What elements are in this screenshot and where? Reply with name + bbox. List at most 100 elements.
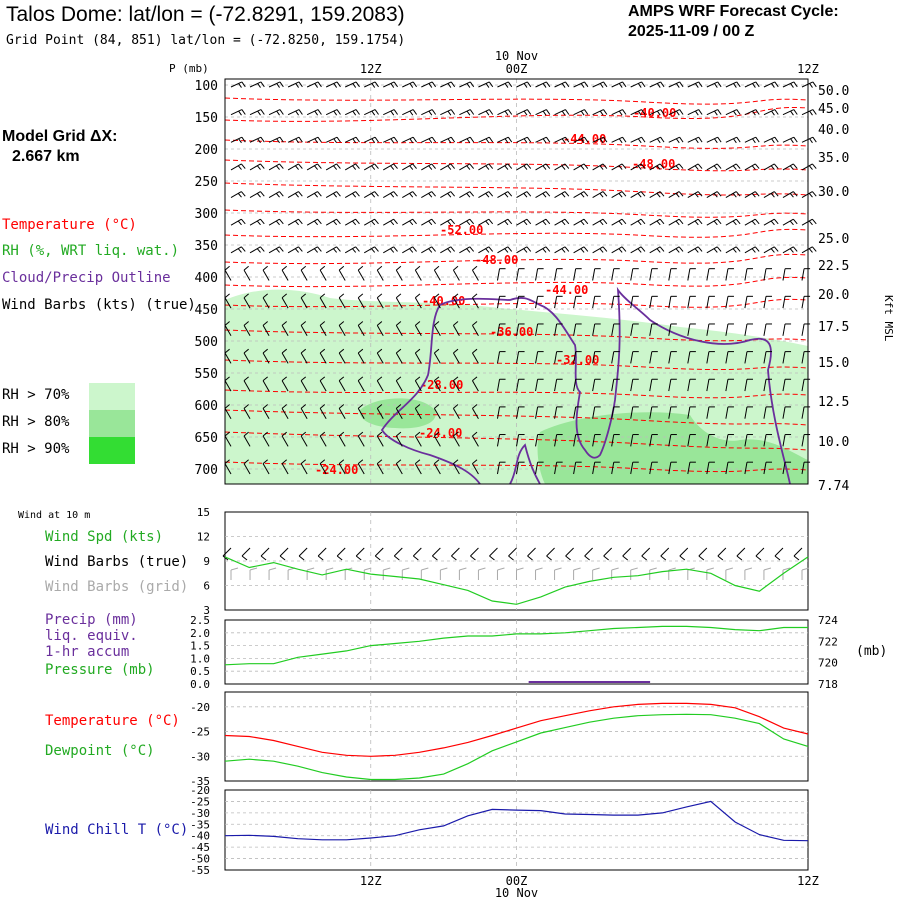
surface-wind-barb-shaft: [508, 547, 517, 557]
wind-barb-feather: [754, 191, 760, 197]
wind-barb-feather: [243, 459, 249, 464]
surface-wind-barb-feather: [260, 555, 267, 561]
wind-barb-shaft: [554, 109, 566, 116]
wind-barb-shaft: [668, 81, 680, 88]
wind-barb: [782, 109, 798, 116]
temperature-label: -36.00: [490, 325, 533, 339]
wind-barb: [478, 218, 494, 226]
wind-barb-shaft: [782, 81, 795, 88]
height-tick: 7.74: [818, 479, 849, 494]
wind-barb-shaft: [611, 191, 623, 199]
wind-barb: [414, 293, 422, 309]
wind-barb: [592, 191, 608, 199]
wind-barb-shaft: [649, 163, 661, 171]
wind-barb: [433, 376, 441, 392]
wind-barb-feather: [376, 321, 383, 326]
wind-barb-feather: [561, 110, 566, 116]
wind-barb: [319, 321, 327, 337]
temp-panel-tick: -35: [190, 775, 210, 788]
wind-barb-shaft: [687, 218, 699, 226]
wind-barb: [325, 81, 341, 88]
wind-panel-label: Wind at 10 m: [18, 510, 91, 521]
wind-barb: [535, 461, 544, 475]
wind-barb-feather: [507, 218, 513, 225]
wind-barb: [414, 265, 422, 281]
legend-wind-chill: Wind Chill T (°C): [45, 822, 189, 838]
wind-barb-shaft: [300, 269, 308, 281]
wind-barb-shaft: [611, 434, 615, 447]
wind-barb: [573, 268, 582, 281]
wind-barb-feather: [542, 83, 547, 88]
wind-barb-feather: [488, 109, 494, 115]
wind-barb-feather: [545, 218, 551, 225]
wind-barb-shaft: [414, 352, 422, 364]
wind-barb: [649, 323, 658, 336]
surface-wind-barb-feather: [717, 555, 724, 561]
grid-wind-barb: [458, 567, 467, 580]
surface-wind-barb: [279, 547, 289, 561]
wind-barb-feather: [751, 165, 756, 170]
wind-barb: [687, 351, 696, 364]
wind-barb-feather: [390, 248, 395, 253]
wind-barb-shaft: [262, 352, 270, 364]
wind-barb-feather: [466, 138, 471, 144]
wind-barb-shaft: [268, 246, 280, 254]
wind-barb-shaft: [516, 246, 528, 254]
wind-barb-feather: [466, 248, 471, 253]
wind-barb: [433, 348, 441, 364]
wind-barb-feather: [713, 193, 718, 198]
wind-barb: [414, 348, 422, 364]
wind-barb-feather: [333, 165, 338, 170]
wind-barb-shaft: [300, 297, 308, 309]
wind-barb-feather: [656, 248, 661, 253]
wind-barb-feather: [618, 110, 623, 116]
surface-wind-barb-shaft: [774, 547, 784, 557]
wind-barb: [414, 376, 422, 392]
wind-barb-shaft: [496, 462, 501, 475]
wind-barb-shaft: [224, 352, 232, 364]
wind-barb-shaft: [395, 435, 403, 447]
date-label-top: 10 Nov: [495, 49, 538, 63]
wind-barb-shaft: [433, 463, 441, 475]
wind-barb-shaft: [706, 136, 718, 143]
wind-barb: [344, 218, 360, 226]
wind-barb-feather: [257, 83, 261, 88]
wind-barb: [287, 81, 303, 88]
wind-barb-feather: [697, 191, 703, 197]
wind-barb-feather: [621, 246, 627, 252]
wind-barb: [725, 406, 734, 419]
wind-barb-feather: [434, 376, 440, 382]
wind-barb-feather: [694, 248, 699, 253]
wind-barb-shaft: [230, 218, 242, 226]
wind-barb-feather: [338, 376, 345, 382]
wind-barb-feather: [357, 404, 364, 409]
surface-wind-barb-shaft: [432, 547, 441, 557]
wind-barb-shaft: [668, 109, 680, 116]
wind-barb: [281, 348, 289, 364]
wind-barb-feather: [393, 191, 398, 197]
wind-barb: [516, 268, 525, 281]
wind-barb: [782, 295, 792, 309]
legend-wind-barbs-true: Wind Barbs (true): [45, 554, 189, 570]
wind-barb-shaft: [300, 463, 308, 475]
wind-barb: [281, 265, 289, 281]
wind-barb: [459, 246, 475, 254]
wind-barb-shaft: [535, 434, 539, 447]
wind-barb-shaft: [383, 109, 395, 116]
wind-barb-shaft: [433, 269, 441, 281]
wind-barb: [649, 136, 665, 144]
surface-wind-barb: [755, 547, 765, 561]
wind-barb: [472, 376, 479, 392]
wind-barb-shaft: [364, 136, 376, 143]
wind-barb-shaft: [573, 218, 585, 226]
grid-wind-barb: [420, 567, 429, 580]
wind-barb-shaft: [363, 191, 375, 199]
wind-barb-shaft: [649, 351, 653, 364]
wind-barb-feather: [428, 110, 433, 116]
wind-barb-feather: [319, 321, 326, 326]
wind-barb-feather: [281, 404, 288, 409]
wind-barb-shaft: [706, 379, 710, 392]
height-tick: 50.0: [818, 84, 849, 99]
wind-barb-shaft: [338, 380, 346, 392]
wind-barb-shaft: [249, 109, 262, 116]
